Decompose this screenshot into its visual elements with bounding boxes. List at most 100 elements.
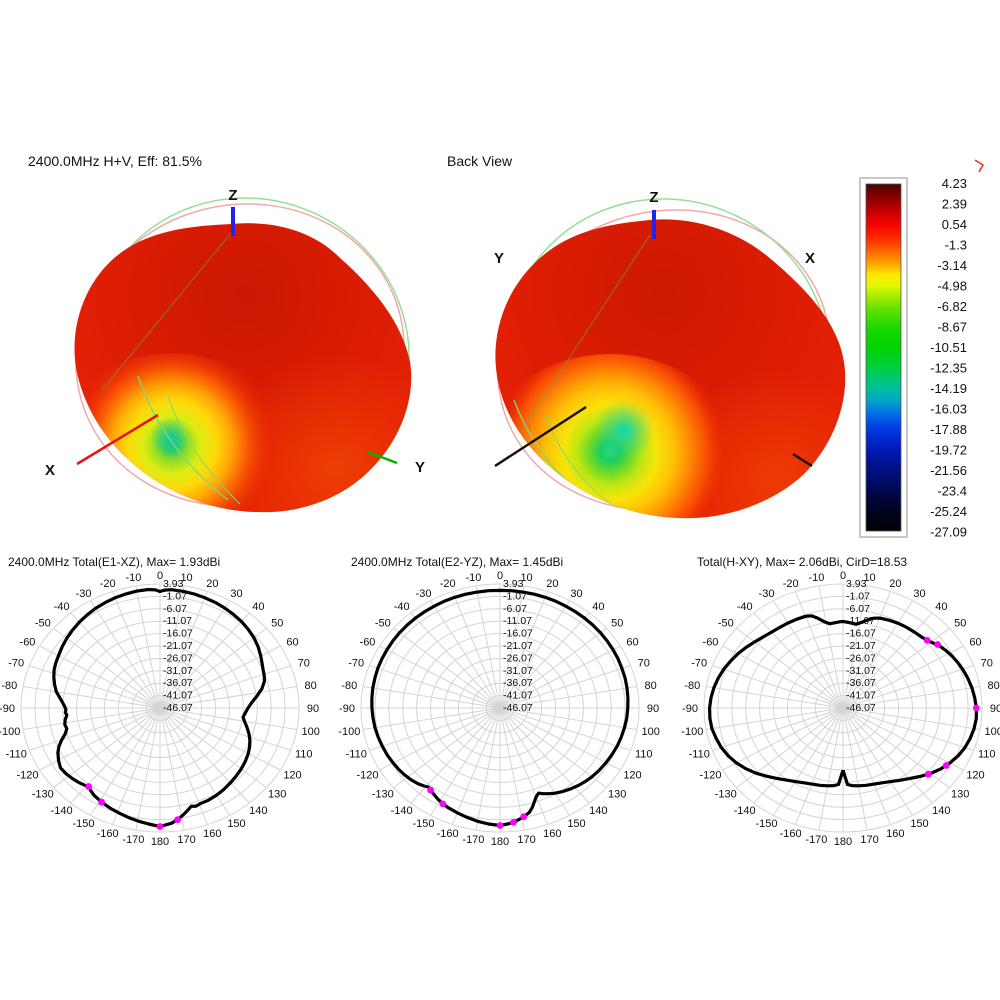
beamwidth-marker bbox=[942, 762, 950, 769]
angle-tick-label: -160 bbox=[97, 828, 119, 840]
radial-tick-label: -16.07 bbox=[503, 628, 533, 640]
angle-tick-label: 170 bbox=[517, 834, 535, 846]
colorbar-tick-label: -16.03 bbox=[930, 402, 967, 417]
angle-tick-label: 0 bbox=[497, 570, 503, 582]
angle-tick-label: -90 bbox=[0, 703, 15, 715]
angle-tick-label: -70 bbox=[348, 658, 364, 670]
x-axis-line bbox=[76, 413, 159, 466]
grid-spoke bbox=[475, 585, 501, 709]
colorbar-tick-label: 4.23 bbox=[942, 176, 967, 191]
wireframe-meridian-line bbox=[101, 232, 232, 391]
radial-tick-label: -41.07 bbox=[503, 690, 533, 702]
grid-spoke bbox=[499, 585, 525, 709]
colorbar-tick-label: -17.88 bbox=[930, 422, 967, 437]
grid-spoke bbox=[499, 707, 607, 789]
gain-curve bbox=[708, 614, 978, 788]
angle-tick-label: 140 bbox=[932, 805, 950, 817]
grid-spoke bbox=[159, 627, 267, 709]
radial-tick-label: -26.07 bbox=[503, 652, 533, 664]
beamwidth-marker bbox=[496, 822, 504, 829]
grid-spoke bbox=[842, 707, 913, 816]
angle-tick-label: -100 bbox=[338, 726, 360, 738]
angle-tick-label: -20 bbox=[783, 578, 799, 590]
grid-spoke bbox=[379, 645, 501, 709]
angle-tick-label: 30 bbox=[570, 588, 582, 600]
angle-tick-label: -50 bbox=[35, 618, 51, 630]
angle-tick-label: -130 bbox=[372, 788, 394, 800]
angle-tick-label: -70 bbox=[691, 658, 707, 670]
radial-tick-label: -26.07 bbox=[163, 652, 193, 664]
grid-spoke bbox=[842, 707, 892, 825]
beamwidth-marker bbox=[972, 704, 980, 712]
radial-tick-label: -46.07 bbox=[163, 702, 193, 714]
colorbar-tick-label: 0.54 bbox=[942, 217, 967, 232]
angle-tick-label: -20 bbox=[100, 578, 116, 590]
beamwidth-marker bbox=[510, 818, 517, 826]
grid-spoke bbox=[753, 707, 844, 804]
polar-plots: -170-160-150-140-130-120-110-100-90-80-7… bbox=[0, 555, 1000, 848]
wireframe-front-arc bbox=[137, 375, 229, 501]
grid-spoke bbox=[451, 591, 501, 709]
radial-tick-label: 3.93 bbox=[163, 578, 184, 590]
angle-tick-label: 100 bbox=[641, 726, 659, 738]
grid-spoke bbox=[842, 707, 868, 831]
grid-spoke bbox=[111, 707, 161, 825]
angle-tick-label: 20 bbox=[546, 578, 558, 590]
polar-plot-title: 2400.0MHz Total(E1-XZ), Max= 1.93dBi bbox=[8, 555, 220, 569]
grid-spoke bbox=[369, 707, 501, 751]
grid-spoke bbox=[499, 707, 570, 816]
right-view-title: Back View bbox=[447, 153, 513, 169]
angle-tick-label: -50 bbox=[375, 618, 391, 630]
grid-spoke bbox=[499, 707, 549, 825]
angle-tick-label: -170 bbox=[122, 834, 144, 846]
angle-tick-label: 70 bbox=[638, 658, 650, 670]
grid-spoke bbox=[159, 707, 267, 789]
angle-tick-label: 180 bbox=[491, 836, 509, 848]
angle-tick-label: 110 bbox=[295, 748, 313, 760]
grid-spoke bbox=[842, 645, 964, 709]
angle-tick-label: -90 bbox=[339, 703, 355, 715]
grid-spoke bbox=[159, 585, 185, 709]
x-axis-label: X bbox=[45, 462, 55, 479]
x-axis-line-black bbox=[792, 452, 813, 468]
angle-tick-label: -160 bbox=[437, 828, 459, 840]
grid-spoke bbox=[29, 665, 161, 709]
radial-tick-label: -36.07 bbox=[503, 677, 533, 689]
angle-tick-label: 60 bbox=[286, 637, 298, 649]
angle-tick-label: 80 bbox=[305, 680, 317, 692]
angle-tick-label: 70 bbox=[298, 658, 310, 670]
grid-spoke bbox=[736, 707, 844, 789]
radial-tick-label: -6.07 bbox=[163, 603, 187, 615]
polar-plot-title: 2400.0MHz Total(E2-YZ), Max= 1.45dBi bbox=[351, 555, 563, 569]
angle-tick-label: -30 bbox=[416, 588, 432, 600]
grid-spoke bbox=[499, 612, 590, 709]
grid-spoke bbox=[499, 591, 549, 709]
angle-tick-label: -100 bbox=[0, 726, 20, 738]
angle-tick-label: 100 bbox=[984, 726, 1000, 738]
beamwidth-marker bbox=[923, 636, 931, 644]
y-axis-line bbox=[367, 450, 398, 465]
radial-tick-label: -36.07 bbox=[163, 677, 193, 689]
z-axis-label: Z bbox=[228, 187, 237, 204]
3d-pattern-front-view: Z X Y bbox=[45, 187, 425, 513]
radial-tick-label: -11.07 bbox=[163, 615, 192, 627]
grid-spoke bbox=[499, 707, 637, 731]
angle-tick-label: -30 bbox=[759, 588, 775, 600]
angle-tick-label: -10 bbox=[125, 572, 141, 584]
grid-spoke bbox=[90, 707, 161, 816]
angle-tick-label: 90 bbox=[990, 703, 1000, 715]
angle-tick-label: 150 bbox=[910, 818, 928, 830]
beamwidth-marker bbox=[98, 798, 105, 806]
grid-spoke bbox=[159, 707, 185, 831]
grid-spoke bbox=[842, 612, 933, 709]
grid-spoke bbox=[499, 707, 631, 751]
angle-tick-label: 120 bbox=[966, 770, 984, 782]
angle-tick-label: 30 bbox=[913, 588, 925, 600]
grid-spoke bbox=[430, 600, 501, 709]
angle-tick-label: -80 bbox=[1, 680, 17, 692]
angle-tick-label: 160 bbox=[203, 828, 221, 840]
grid-spoke bbox=[393, 707, 501, 789]
wireframe-front-arc bbox=[167, 395, 241, 505]
radial-tick-label: -31.07 bbox=[163, 665, 193, 677]
